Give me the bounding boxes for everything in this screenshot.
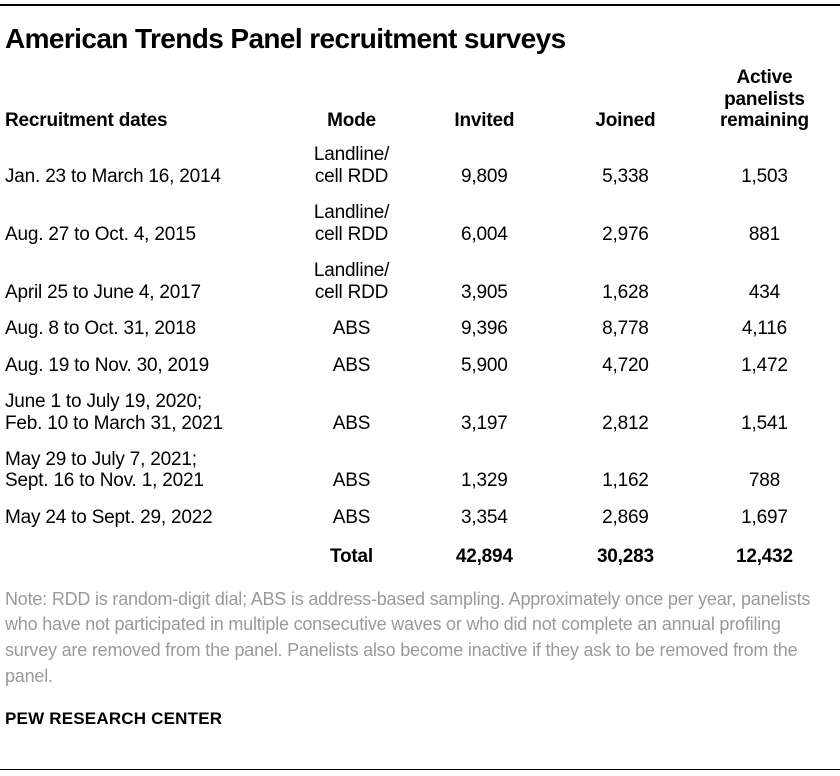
recruitment-surveys-table: Recruitment dates Mode Invited Joined Active… bbox=[5, 67, 835, 573]
joined-cell: 8,778 bbox=[602, 318, 649, 340]
column-header-invited-cell: Invited bbox=[454, 110, 515, 132]
table-row: Aug. 27 to Oct. 4, 2015 Landline/ cell RD… bbox=[5, 192, 835, 250]
active-remaining-cell: 1,503 bbox=[741, 165, 788, 187]
recruitment-dates-cell: May 29 to July 7, 2021; Sept. 16 to Nov.… bbox=[5, 449, 204, 492]
active-remaining-cell: 1,697 bbox=[741, 506, 788, 528]
joined-cell: 4,720 bbox=[602, 354, 649, 376]
mode-cell: Landline/ cell RDD bbox=[313, 144, 390, 187]
mode-cell: ABS bbox=[332, 470, 371, 492]
invited-cell: 3,354 bbox=[461, 506, 508, 528]
table-row: Aug. 19 to Nov. 30, 2019 ABS 5,900 4,720 1,4… bbox=[5, 345, 835, 381]
recruitment-dates-cell: May 24 to Sept. 29, 2022 bbox=[5, 506, 213, 528]
total-invited-cell: 42,894 bbox=[455, 546, 513, 568]
column-header-recruitment-dates-cell: Recruitment dates bbox=[5, 110, 168, 132]
table-row: Jan. 23 to March 16, 2014 Landline/ cell … bbox=[5, 134, 835, 192]
bottom-rule bbox=[0, 769, 840, 770]
table-header-row: Recruitment dates Mode Invited Joined Active… bbox=[5, 67, 835, 135]
page-title: American Trends Panel recruitment survey… bbox=[5, 23, 566, 54]
joined-cell: 1,162 bbox=[602, 470, 649, 492]
recruitment-dates-cell: June 1 to July 19, 2020; Feb. 10 to Marc… bbox=[5, 391, 223, 434]
recruitment-dates-cell: Jan. 23 to March 16, 2014 bbox=[5, 165, 221, 187]
recruitment-dates-cell: Aug. 19 to Nov. 30, 2019 bbox=[5, 354, 209, 376]
mode-cell: Landline/ cell RDD bbox=[313, 202, 390, 245]
mode-cell: ABS bbox=[332, 412, 371, 434]
joined-cell: 2,812 bbox=[602, 412, 649, 434]
mode-cell: Landline/ cell RDD bbox=[313, 260, 390, 303]
active-remaining-cell: 881 bbox=[748, 223, 780, 245]
invited-cell: 5,900 bbox=[461, 354, 508, 376]
invited-cell: 1,329 bbox=[461, 470, 508, 492]
mode-cell: ABS bbox=[332, 354, 371, 376]
joined-cell: 2,976 bbox=[602, 223, 649, 245]
column-header-active-remaining-cell: Active panelists remaining bbox=[719, 66, 809, 132]
active-remaining-cell: 1,472 bbox=[741, 354, 788, 376]
table-row: June 1 to July 19, 2020; Feb. 10 to Marc… bbox=[5, 381, 835, 439]
total-recruitment-dates-cell bbox=[5, 533, 291, 572]
recruitment-dates-cell: Aug. 8 to Oct. 31, 2018 bbox=[5, 318, 196, 340]
total-joined-cell: 30,283 bbox=[596, 546, 654, 568]
table-row: May 24 to Sept. 29, 2022 ABS 3,354 2,869 1,6… bbox=[5, 497, 835, 533]
invited-cell: 6,004 bbox=[461, 223, 508, 245]
invited-cell: 3,197 bbox=[461, 412, 508, 434]
total-row: Total 42,894 30,283 12,432 bbox=[5, 533, 835, 572]
mode-cell: ABS bbox=[332, 318, 371, 340]
joined-cell: 1,628 bbox=[602, 281, 649, 303]
invited-cell: 9,809 bbox=[461, 165, 508, 187]
active-remaining-cell: 788 bbox=[748, 470, 780, 492]
source-label: PEW RESEARCH CENTER bbox=[5, 709, 223, 729]
column-header-mode-cell: Mode bbox=[327, 110, 376, 132]
table-note: Note: RDD is random-digit dial; ABS is a… bbox=[5, 588, 811, 686]
invited-cell: 9,396 bbox=[461, 318, 508, 340]
active-remaining-cell: 434 bbox=[748, 281, 780, 303]
active-remaining-cell: 4,116 bbox=[741, 318, 787, 340]
table-row: Aug. 8 to Oct. 31, 2018 ABS 9,396 8,778 4,11… bbox=[5, 308, 835, 344]
joined-cell: 2,869 bbox=[602, 506, 649, 528]
joined-cell: 5,338 bbox=[602, 165, 649, 187]
recruitment-dates-cell: April 25 to June 4, 2017 bbox=[5, 281, 201, 303]
total-mode-cell: Total bbox=[330, 546, 373, 568]
table-row: April 25 to June 4, 2017 Landline/ cell R… bbox=[5, 250, 835, 308]
top-rule bbox=[0, 4, 840, 6]
mode-cell: ABS bbox=[332, 506, 371, 528]
recruitment-dates-cell: Aug. 27 to Oct. 4, 2015 bbox=[5, 223, 196, 245]
column-header-joined-cell: Joined bbox=[595, 110, 656, 132]
total-active-remaining-cell: 12,432 bbox=[735, 546, 793, 568]
table-row: May 29 to July 7, 2021; Sept. 16 to Nov.… bbox=[5, 439, 835, 497]
active-remaining-cell: 1,541 bbox=[741, 412, 788, 434]
invited-cell: 3,905 bbox=[461, 281, 508, 303]
